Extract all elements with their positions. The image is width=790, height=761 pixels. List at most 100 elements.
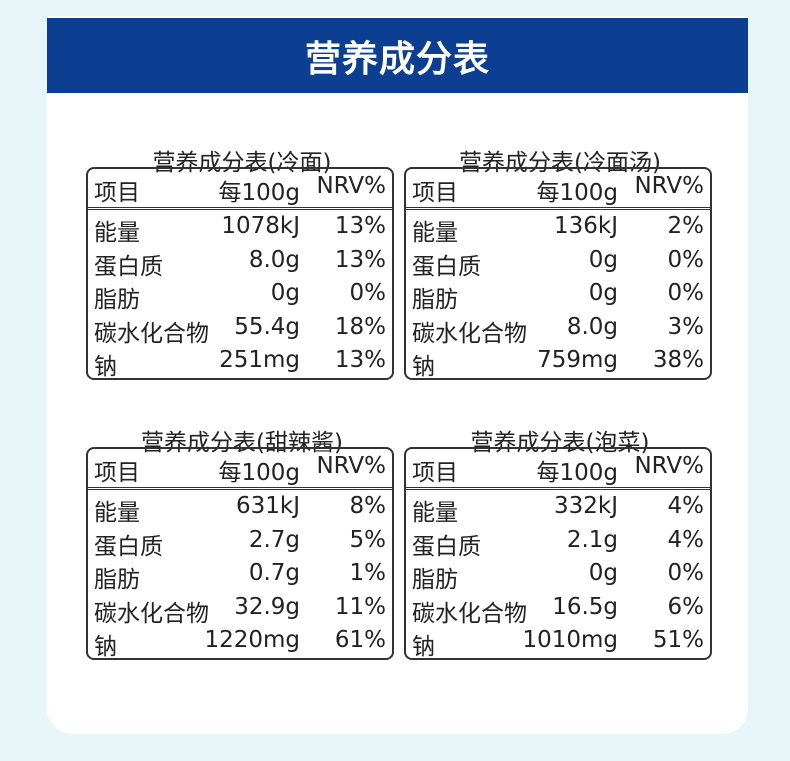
column-header: NRV% [316,453,386,479]
header-row: 项目 每100g NRV% [88,171,392,210]
table-cell: 13% [334,347,386,373]
table-cell: 3% [667,313,705,340]
table-cell: 2.1g [566,526,618,553]
table-cell: 1010mg [522,627,618,653]
table-cell: 能量 [94,500,140,526]
table-cell: 蛋白质 [412,253,481,280]
table-cell: 2% [667,213,705,239]
table-row: 脂肪 0.7g 1% [88,558,392,593]
table-cell: 蛋白质 [94,253,163,280]
nutrition-table: 项目 每100g NRV% 能量 1078kJ 13% 蛋白质 8.0g 13% 脂肪 0g 0% 碳水… [86,167,394,380]
table-cell: 55.4g [234,313,300,340]
column-header: 每100g [536,180,619,206]
table-cell: 51% [652,627,704,653]
column-header: 项目 [94,460,140,486]
table-title: 营养成分表(甜辣酱) [141,430,343,456]
nutrition-table: 项目 每100g NRV% 能量 631kJ 8% 蛋白质 2.7g 5% 脂肪 0.7g 1% 碳水化… [86,447,394,660]
table-cell: 16.5g [552,593,618,620]
table-cell: 8.0g [566,313,618,340]
table-cell: 0g [588,246,618,273]
column-header: 每100g [218,460,301,486]
table-cell: 1220mg [204,627,300,653]
nutrition-table: 项目 每100g NRV% 能量 332kJ 4% 蛋白质 2.1g 4% 脂肪 0g 0% 碳水化合物… [404,447,712,660]
table-title: 营养成分表(泡菜) [470,430,650,456]
table-cell: 332kJ [553,493,618,519]
header-row: 项目 每100g NRV% [88,451,392,490]
banner-title: 营养成分表 [47,18,748,93]
table-cell: 0g [588,560,618,586]
table-cell: 1078kJ [221,213,300,239]
table-cell: 13% [334,213,386,239]
table-row: 蛋白质 2.1g 4% [406,525,710,560]
table-row: 蛋白质 2.7g 5% [88,525,392,560]
table-cell: 钠 [94,354,117,380]
header-row: 项目 每100g NRV% [406,451,710,490]
table-cell: 蛋白质 [94,533,163,560]
table-cell: 6% [667,593,705,620]
table-cell: 0% [667,280,705,306]
table-row: 碳水化合物 16.5g 6% [406,592,710,627]
table-cell: 钠 [412,634,435,660]
table-cell: 0g [588,280,618,306]
table-cell: 61% [334,627,386,653]
table-cell: 5% [349,526,387,553]
table-row: 脂肪 0g 0% [406,558,710,593]
table-cell: 能量 [412,220,458,246]
table-row: 碳水化合物 55.4g 18% [88,312,392,347]
table-cell: 脂肪 [412,567,458,593]
table-cell: 0% [667,246,705,273]
table-cell: 0g [270,280,300,306]
table-cell: 38% [652,347,704,373]
table-row: 能量 1078kJ 13% [88,211,392,246]
column-header: 项目 [412,460,458,486]
table-cell: 2.7g [248,526,300,553]
table-cell: 能量 [94,220,140,246]
card: 营养成分表 [47,16,748,734]
table-cell: 碳水化合物 [412,320,527,347]
table-row: 碳水化合物 32.9g 11% [88,592,392,627]
table-cell: 1% [349,560,387,586]
table-row: 钠 759mg 38% [406,345,710,380]
table-row: 蛋白质 8.0g 13% [88,245,392,280]
table-cell: 碳水化合物 [94,320,209,347]
table-cell: 8% [349,493,387,519]
table-row: 蛋白质 0g 0% [406,245,710,280]
table-cell: 0% [349,280,387,306]
table-cell: 脂肪 [94,567,140,593]
column-header: 项目 [94,180,140,206]
table-row: 能量 332kJ 4% [406,491,710,526]
table-cell: 4% [667,493,705,519]
table-cell: 碳水化合物 [412,600,527,627]
table-cell: 0.7g [248,560,300,586]
table-cell: 8.0g [248,246,300,273]
table-cell: 钠 [94,634,117,660]
column-header: 每100g [536,460,619,486]
table-cell: 脂肪 [94,287,140,313]
table-cell: 759mg [537,347,618,373]
table-title: 营养成分表(冷面汤) [459,150,661,176]
table-cell: 251mg [219,347,300,373]
table-row: 钠 251mg 13% [88,345,392,380]
table-row: 脂肪 0g 0% [88,278,392,313]
table-cell: 136kJ [553,213,618,239]
table-row: 钠 1220mg 61% [88,625,392,660]
table-row: 脂肪 0g 0% [406,278,710,313]
table-title: 营养成分表(冷面) [152,150,332,176]
table-cell: 脂肪 [412,287,458,313]
table-cell: 碳水化合物 [94,600,209,627]
table-cell: 32.9g [234,593,300,620]
table-cell: 能量 [412,500,458,526]
table-cell: 4% [667,526,705,553]
table-cell: 0% [667,560,705,586]
table-row: 能量 136kJ 2% [406,211,710,246]
column-header: 项目 [412,180,458,206]
table-row: 碳水化合物 8.0g 3% [406,312,710,347]
table-cell: 蛋白质 [412,533,481,560]
table-cell: 18% [334,313,386,340]
header-row: 项目 每100g NRV% [406,171,710,210]
table-row: 能量 631kJ 8% [88,491,392,526]
nutrition-table: 项目 每100g NRV% 能量 136kJ 2% 蛋白质 0g 0% 脂肪 0g 0% 碳水化合物 8.… [404,167,712,380]
table-cell: 钠 [412,354,435,380]
column-header: NRV% [316,173,386,199]
